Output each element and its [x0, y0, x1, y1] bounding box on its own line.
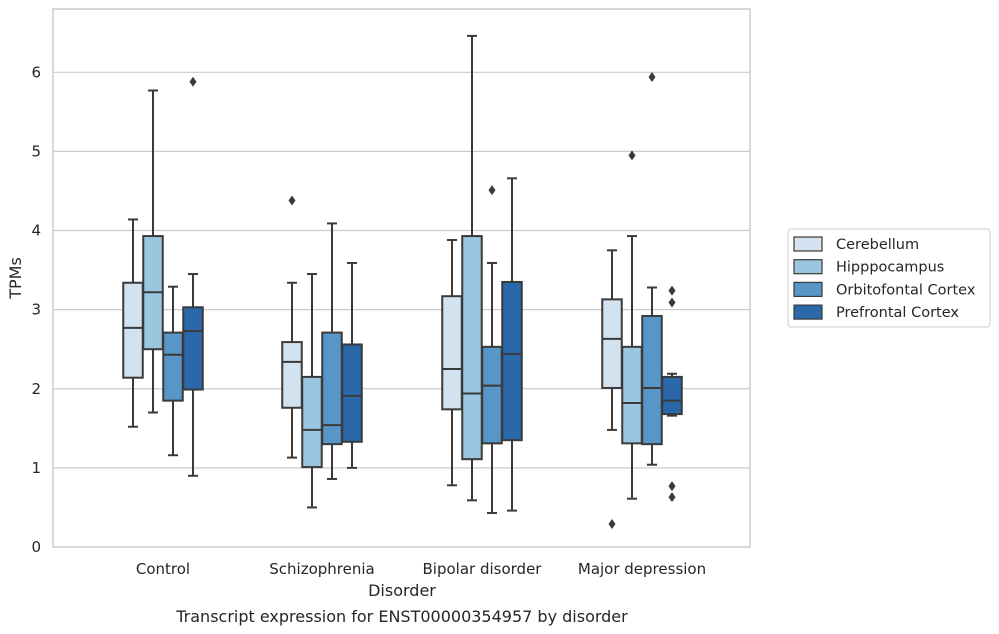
- box-iqr: [601, 298, 623, 389]
- y-axis-label: TPMs: [6, 257, 25, 300]
- box-iqr: [481, 345, 503, 445]
- box-iqr: [661, 375, 683, 416]
- y-tick-label: 2: [31, 380, 41, 398]
- outlier-point: [668, 297, 676, 308]
- x-tick-label: Bipolar disorder: [423, 560, 543, 578]
- box-prefrontal-cortex: [182, 76, 204, 477]
- box-hipppocampus: [142, 89, 164, 414]
- boxes: [122, 34, 683, 530]
- box-orbitofontal-cortex: [162, 285, 184, 457]
- x-axis-label: Disorder: [368, 581, 436, 600]
- y-tick-label: 6: [31, 63, 41, 81]
- outlier-point: [648, 72, 656, 83]
- legend-label: Hipppocampus: [836, 260, 944, 276]
- legend-label: Orbitofontal Cortex: [836, 282, 976, 298]
- box-iqr: [182, 306, 204, 391]
- legend-swatch: [793, 259, 823, 275]
- plot-frame: [52, 8, 751, 548]
- box-iqr: [461, 235, 483, 461]
- box-orbitofontal-cortex: [641, 72, 663, 466]
- legend-frame: [787, 228, 991, 328]
- outlier-point: [628, 150, 636, 161]
- box-iqr: [162, 331, 184, 402]
- y-tick-label: 5: [31, 142, 41, 160]
- x-tick-label: Control: [136, 560, 190, 578]
- box-iqr: [621, 345, 643, 445]
- plot-area: 0 1 2 3 4 5 6 Control Schizophrenia Bipolar diso…: [31, 8, 751, 578]
- outlier-point: [668, 285, 676, 296]
- outlier-point: [608, 519, 616, 530]
- y-tick-label: 0: [31, 538, 41, 556]
- box-hipppocampus: [621, 150, 643, 500]
- legend-swatch: [793, 304, 823, 320]
- box-prefrontal-cortex: [341, 261, 363, 469]
- outlier-point: [668, 481, 676, 492]
- legend-swatch: [793, 236, 823, 252]
- legend: Cerebellum Hipppocampus Orbitofontal Corte…: [787, 228, 991, 328]
- box-iqr: [501, 280, 523, 442]
- outlier-point: [668, 492, 676, 503]
- box-iqr: [321, 331, 343, 446]
- y-axis-ticks: 0 1 2 3 4 5 6: [31, 63, 41, 556]
- x-tick-label: Schizophrenia: [269, 560, 374, 578]
- box-iqr: [122, 281, 144, 379]
- box-iqr: [281, 341, 303, 409]
- legend-label: Cerebellum: [836, 237, 919, 253]
- outlier-point: [288, 195, 296, 206]
- y-tick-label: 3: [31, 301, 41, 319]
- outlier-point: [488, 185, 496, 196]
- chart-title: Transcript expression for ENST0000035495…: [175, 607, 628, 626]
- box-iqr: [641, 314, 663, 446]
- box-cerebellum: [441, 239, 463, 487]
- x-tick-label: Major depression: [578, 560, 706, 578]
- x-axis-ticks: Control Schizophrenia Bipolar disorder Majo…: [136, 560, 706, 578]
- box-iqr: [341, 343, 363, 443]
- box-prefrontal-cortex: [661, 285, 683, 503]
- legend-label: Prefrontal Cortex: [836, 305, 959, 321]
- legend-swatch: [793, 281, 823, 297]
- outlier-point: [189, 76, 197, 87]
- box-cerebellum: [281, 195, 303, 459]
- box-prefrontal-cortex: [501, 177, 523, 512]
- box-hipppocampus: [461, 34, 483, 502]
- y-tick-label: 1: [31, 459, 41, 477]
- y-tick-label: 4: [31, 222, 41, 240]
- box-iqr: [301, 375, 323, 469]
- box-cerebellum: [601, 249, 623, 530]
- box-iqr: [441, 295, 463, 411]
